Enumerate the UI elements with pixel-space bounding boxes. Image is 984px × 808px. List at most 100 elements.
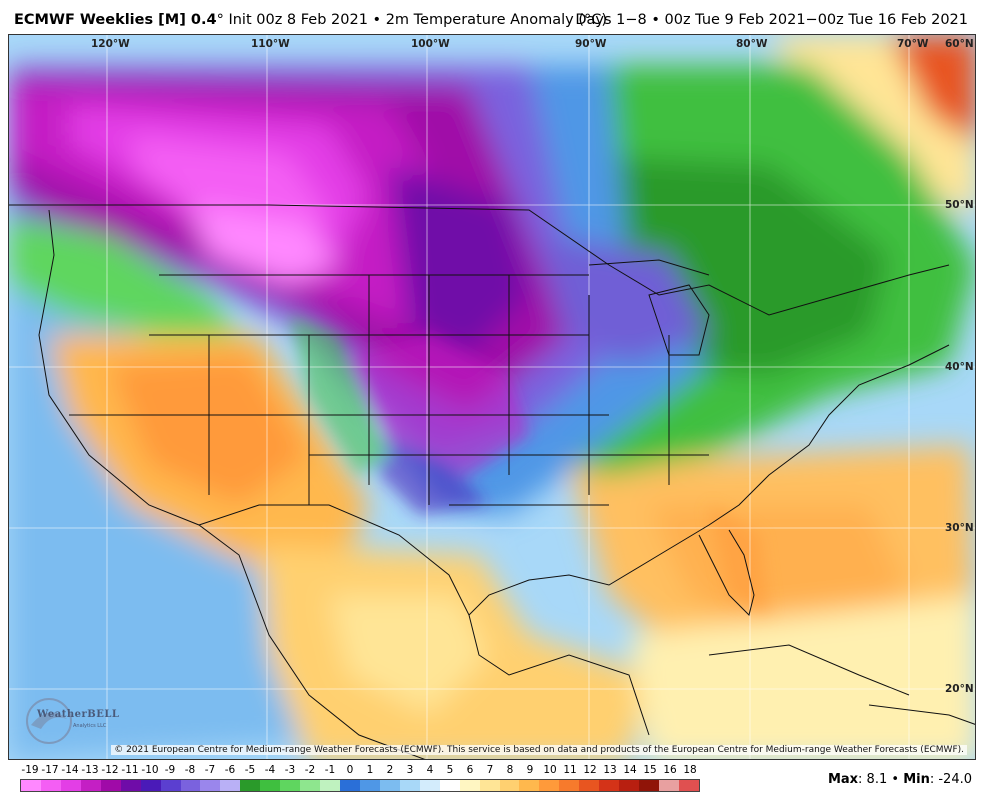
copyright-notice: © 2021 European Centre for Medium-range … <box>111 745 967 755</box>
colorbar-swatch <box>21 780 41 791</box>
colorbar-swatch <box>80 780 101 791</box>
colorbar-swatch <box>539 780 560 791</box>
lon-label-90w: 90°W <box>575 38 607 50</box>
colorbar-swatch <box>320 780 340 791</box>
colorbar-tick-label: 0 <box>346 764 354 776</box>
colorbar-tick-label: 3 <box>406 764 414 776</box>
colorbar-tick-label: -5 <box>244 764 256 776</box>
colorbar-tick-label: 16 <box>663 764 677 776</box>
header: ECMWF Weeklies [M] 0.4° Init 00z 8 Feb 2… <box>0 0 984 34</box>
weatherbell-logo: WeatherBELL Analytics LLC <box>19 695 119 747</box>
map-title: ECMWF Weeklies [M] 0.4° Init 00z 8 Feb 2… <box>14 12 607 28</box>
colorbar-swatch <box>619 780 640 791</box>
colorbar-tick-label: 6 <box>466 764 474 776</box>
colorbar-swatch <box>659 780 679 791</box>
coastlines-and-borders <box>9 204 975 759</box>
lat-label-60n: 60°N <box>945 38 974 50</box>
colorbar-tick-label: -3 <box>284 764 296 776</box>
colorbar-tick-label: 10 <box>543 764 557 776</box>
colorbar-swatch <box>60 780 81 791</box>
colorbar-swatch <box>120 780 141 791</box>
colorbar-tick-label: 12 <box>583 764 597 776</box>
colorbar-tick-label: -4 <box>264 764 276 776</box>
colorbar-swatch <box>519 780 540 791</box>
logo-subtext: Analytics LLC <box>73 723 107 729</box>
colorbar-swatch <box>379 780 400 791</box>
colorbar-swatch <box>40 780 61 791</box>
max-value: : 8.1 <box>858 772 888 787</box>
colorbar-tick-label: -7 <box>204 764 216 776</box>
colorbar-tick-label: -12 <box>101 764 119 776</box>
colorbar-swatch <box>160 780 181 791</box>
colorbar-swatches <box>20 779 700 792</box>
colorbar-swatch <box>220 780 241 791</box>
colorbar-tick-label: 18 <box>683 764 697 776</box>
colorbar-tick-label: 14 <box>623 764 637 776</box>
map-graphic <box>9 35 975 759</box>
lon-label-80w: 80°W <box>736 38 768 50</box>
lon-label-100w: 100°W <box>411 38 450 50</box>
lat-label-40n: 40°N <box>945 361 974 373</box>
colorbar-swatch <box>678 780 699 791</box>
colorbar-swatch <box>599 780 620 791</box>
colorbar-swatch <box>240 780 261 791</box>
colorbar-swatch <box>479 780 500 791</box>
colorbar-tick-label: -19 <box>21 764 39 776</box>
colorbar-tick-label: 5 <box>446 764 454 776</box>
colorbar-swatch <box>200 780 221 791</box>
model-degree: ° <box>216 12 224 28</box>
colorbar-tick-label: -2 <box>304 764 316 776</box>
colorbar-tick-label: -14 <box>61 764 79 776</box>
colorbar-swatch <box>180 780 201 791</box>
colorbar-tick-label: 15 <box>643 764 657 776</box>
stats-separator: • <box>891 772 900 787</box>
lat-label-50n: 50°N <box>945 199 974 211</box>
colorbar-swatch <box>359 780 380 791</box>
valid-period: Days 1−8 • 00z Tue 9 Feb 2021−00z Tue 16… <box>575 12 968 28</box>
colorbar-swatch <box>260 780 281 791</box>
colorbar-swatch <box>100 780 121 791</box>
colorbar-tick-label: -9 <box>164 764 176 776</box>
lon-label-120w: 120°W <box>91 38 130 50</box>
temperature-anomaly-map: 120°W 110°W 100°W 90°W 80°W 70°W 60°N 50… <box>8 34 976 760</box>
colorbar-legend: -19 -17 -14 -13 -12 -11 -10 -9 -8 -7 -6 -5 -4 -3 -2 -1 0… <box>20 761 700 797</box>
colorbar-swatch <box>459 780 480 791</box>
colorbar-swatch <box>300 780 321 791</box>
colorbar-swatch <box>419 780 440 791</box>
lon-label-70w: 70°W <box>897 38 929 50</box>
colorbar-swatch <box>399 780 420 791</box>
anomaly-detail <box>289 315 769 615</box>
min-value: : -24.0 <box>929 772 972 787</box>
max-min-stats: Max: 8.1 • Min: -24.0 <box>828 772 972 787</box>
colorbar-tick-label: -13 <box>81 764 99 776</box>
colorbar-swatch <box>140 780 161 791</box>
model-label: ECMWF Weeklies [M] 0.4 <box>14 12 217 28</box>
lon-label-110w: 110°W <box>251 38 290 50</box>
colorbar-swatch <box>579 780 600 791</box>
init-text: Init 00z 8 Feb 2021 • 2m Temperature Ano… <box>228 12 608 28</box>
colorbar-tick-label: 8 <box>506 764 514 776</box>
lat-label-20n: 20°N <box>945 683 974 695</box>
colorbar-swatch <box>639 780 659 791</box>
colorbar-tick-label: 11 <box>563 764 577 776</box>
colorbar-tick-label: -6 <box>224 764 236 776</box>
colorbar-tick-label: 1 <box>366 764 374 776</box>
min-label: Min <box>903 772 930 787</box>
colorbar-swatch <box>340 780 360 791</box>
graticule <box>9 35 975 759</box>
logo-text: WeatherBELL <box>37 709 120 720</box>
colorbar-swatch <box>280 780 301 791</box>
colorbar-tick-label: 13 <box>603 764 617 776</box>
lat-label-30n: 30°N <box>945 522 974 534</box>
max-label: Max <box>827 772 859 787</box>
colorbar-swatch <box>499 780 520 791</box>
colorbar-tick-label: 4 <box>426 764 434 776</box>
colorbar-tick-label: -11 <box>121 764 139 776</box>
colorbar-tick-label: -1 <box>324 764 336 776</box>
colorbar-tick-label: -8 <box>184 764 196 776</box>
colorbar-tick-label: 9 <box>526 764 534 776</box>
colorbar-tick-label: 2 <box>386 764 394 776</box>
colorbar-tick-label: -17 <box>41 764 59 776</box>
colorbar-tick-label: -10 <box>141 764 159 776</box>
logo-swirl-icon <box>26 698 72 744</box>
